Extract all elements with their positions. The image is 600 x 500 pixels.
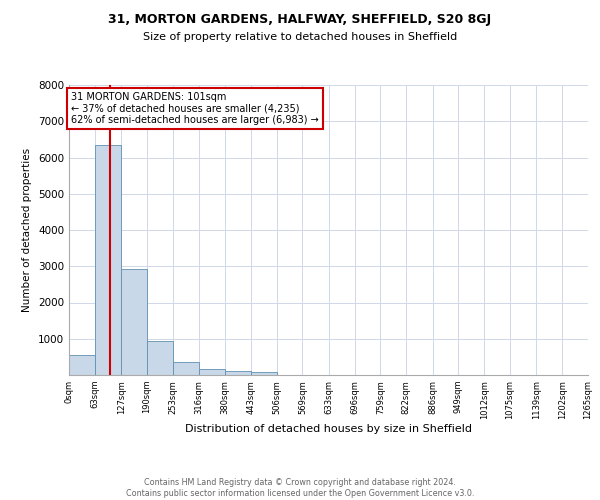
Bar — [69, 355, 95, 375]
Bar — [147, 340, 173, 375]
Bar — [173, 362, 199, 375]
Text: 31 MORTON GARDENS: 101sqm
← 37% of detached houses are smaller (4,235)
62% of se: 31 MORTON GARDENS: 101sqm ← 37% of detac… — [71, 92, 319, 124]
Bar — [95, 145, 121, 375]
Bar — [121, 269, 147, 375]
Bar — [199, 369, 225, 375]
Text: Contains HM Land Registry data © Crown copyright and database right 2024.
Contai: Contains HM Land Registry data © Crown c… — [126, 478, 474, 498]
Bar — [251, 372, 277, 375]
Text: 31, MORTON GARDENS, HALFWAY, SHEFFIELD, S20 8GJ: 31, MORTON GARDENS, HALFWAY, SHEFFIELD, … — [109, 12, 491, 26]
X-axis label: Distribution of detached houses by size in Sheffield: Distribution of detached houses by size … — [185, 424, 472, 434]
Y-axis label: Number of detached properties: Number of detached properties — [22, 148, 32, 312]
Bar — [225, 371, 251, 375]
Text: Size of property relative to detached houses in Sheffield: Size of property relative to detached ho… — [143, 32, 457, 42]
